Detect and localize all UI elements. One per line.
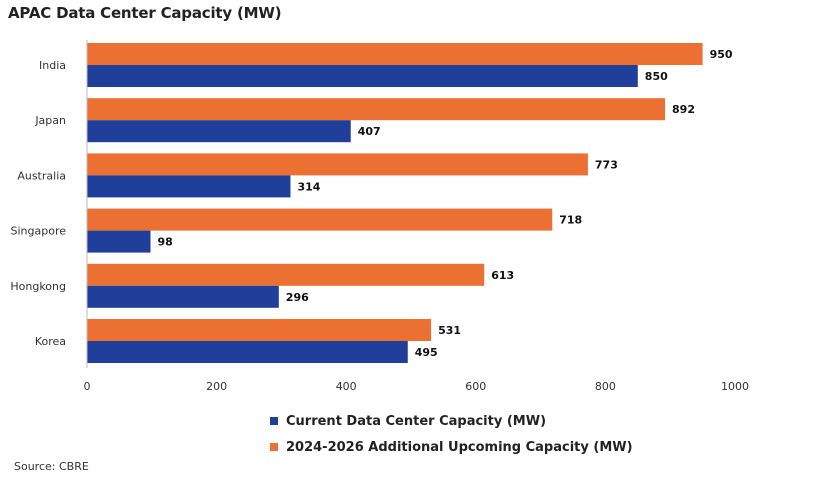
x-tick-label-400: 400 — [336, 380, 357, 393]
bar-upcoming-australia — [87, 153, 588, 176]
chart-title: APAC Data Center Capacity (MW) — [8, 4, 282, 22]
bar-current-india — [87, 65, 638, 87]
value-label-upcoming-singapore: 718 — [559, 214, 582, 227]
value-label-upcoming-india: 950 — [710, 48, 733, 61]
bar-current-korea — [87, 341, 408, 363]
x-axis-ticks: 0 200 400 600 800 1000 — [84, 40, 749, 393]
category-label-singapore: Singapore — [11, 225, 67, 238]
value-label-current-india: 850 — [645, 70, 668, 83]
bar-chart: India 950 850 Japan 892 407 Australia 773 314 Sin… — [10, 40, 749, 393]
labels-group: India 950 850 Japan 892 407 Australia 773 314 Sin… — [10, 48, 733, 359]
x-tick-label-0: 0 — [84, 380, 91, 393]
source-note: Source: CBRE — [14, 460, 89, 473]
bars-group — [87, 43, 703, 363]
bar-current-singapore — [87, 230, 151, 253]
bar-upcoming-india — [87, 43, 703, 65]
bar-current-hongkong — [87, 285, 279, 308]
bar-upcoming-korea — [87, 319, 432, 341]
value-label-current-australia: 314 — [297, 180, 320, 193]
legend: Current Data Center Capacity (MW) 2024-2… — [270, 408, 633, 460]
category-label-japan: Japan — [34, 114, 66, 127]
category-label-hongkong: Hongkong — [10, 280, 66, 293]
value-label-current-korea: 495 — [415, 346, 438, 359]
category-label-australia: Australia — [17, 169, 66, 182]
legend-swatch-upcoming — [270, 443, 278, 451]
bar-upcoming-hongkong — [87, 263, 485, 286]
x-tick-label-800: 800 — [595, 380, 616, 393]
legend-item-current: Current Data Center Capacity (MW) — [270, 408, 633, 434]
legend-label-upcoming: 2024-2026 Additional Upcoming Capacity (… — [286, 439, 633, 455]
value-label-current-japan: 407 — [358, 125, 381, 138]
value-label-upcoming-japan: 892 — [672, 103, 695, 116]
legend-label-current: Current Data Center Capacity (MW) — [286, 413, 547, 429]
category-label-korea: Korea — [35, 335, 66, 348]
value-label-upcoming-australia: 773 — [595, 158, 618, 171]
bar-current-australia — [87, 175, 291, 198]
bar-upcoming-singapore — [87, 208, 553, 231]
value-label-upcoming-korea: 531 — [438, 324, 461, 337]
bar-current-japan — [87, 120, 351, 143]
value-label-upcoming-hongkong: 613 — [491, 269, 514, 282]
value-label-current-singapore: 98 — [158, 236, 173, 249]
x-tick-label-1000: 1000 — [721, 380, 749, 393]
x-tick-label-600: 600 — [465, 380, 486, 393]
bar-upcoming-japan — [87, 98, 666, 121]
x-tick-label-200: 200 — [206, 380, 227, 393]
legend-item-upcoming: 2024-2026 Additional Upcoming Capacity (… — [270, 434, 633, 460]
legend-swatch-current — [270, 417, 278, 425]
value-label-current-hongkong: 296 — [286, 291, 309, 304]
category-label-india: India — [39, 59, 66, 72]
